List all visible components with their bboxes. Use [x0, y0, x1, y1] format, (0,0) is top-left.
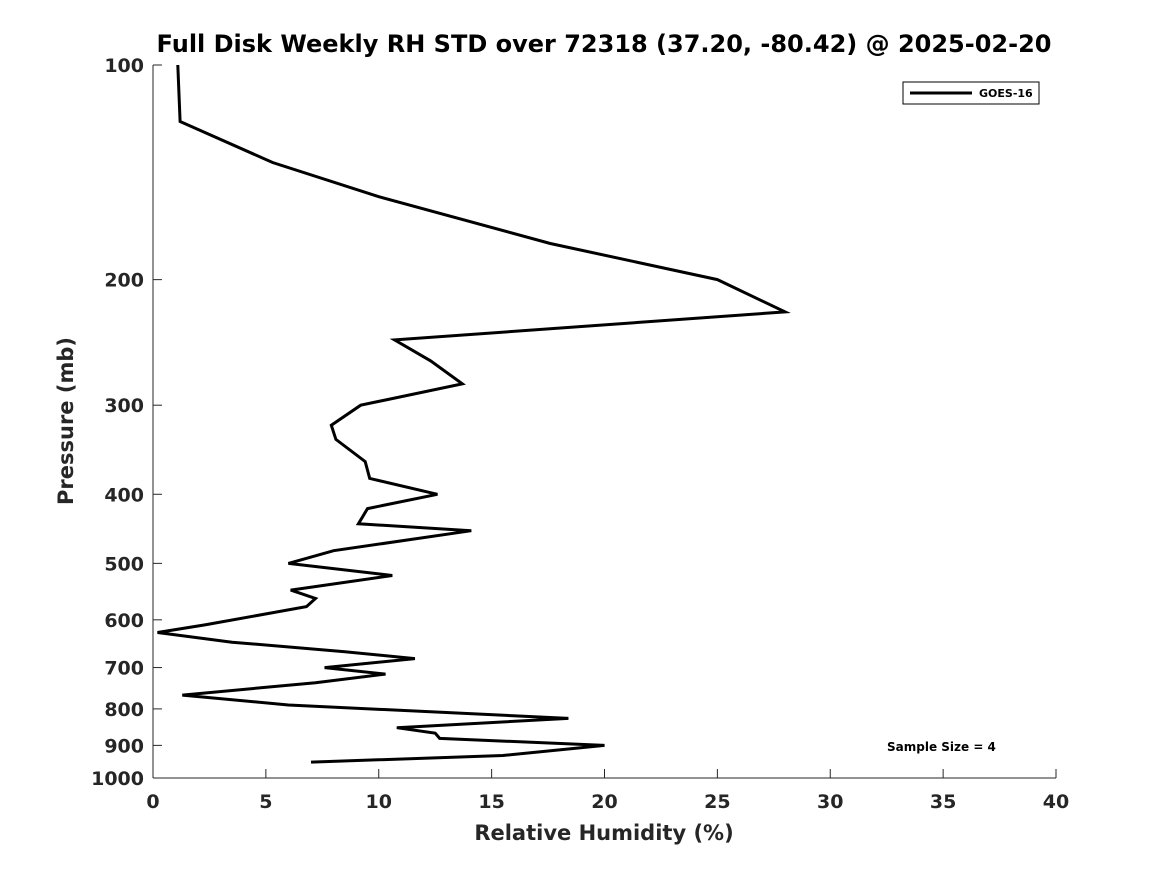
legend: GOES-16	[902, 81, 1040, 105]
x-tick-label: 25	[704, 791, 730, 813]
chart-title: Full Disk Weekly RH STD over 72318 (37.2…	[157, 30, 1052, 58]
y-tick-label: 600	[104, 610, 144, 632]
y-tick-label: 200	[104, 270, 144, 292]
x-tick-label: 5	[259, 791, 272, 813]
x-tick-label: 10	[366, 791, 392, 813]
y-tick-label: 100	[104, 55, 144, 77]
x-tick-label: 30	[817, 791, 843, 813]
series-layer	[157, 64, 791, 764]
y-tick-label: 800	[104, 699, 144, 721]
axes	[152, 65, 1056, 779]
y-tick-label: 500	[104, 553, 144, 575]
y-tick-label: 900	[104, 735, 144, 757]
y-tick-label: 400	[104, 484, 144, 506]
x-tick-label: 0	[146, 791, 159, 813]
y-tick-label: 700	[104, 658, 144, 680]
y-axis-label: Pressure (mb)	[54, 337, 78, 505]
y-axis-ticks: 100 200 300 400 500 600 700 800 900 1000	[91, 55, 162, 790]
series-line-goes-16	[157, 64, 791, 764]
x-tick-label: 35	[930, 791, 956, 813]
x-tick-label: 20	[591, 791, 617, 813]
legend-label-goes-16: GOES-16	[979, 87, 1033, 100]
x-tick-label: 15	[478, 791, 504, 813]
x-axis-ticks: 0 5 10 15 20 25 30 35 40	[146, 769, 1069, 813]
sample-size-annotation: Sample Size = 4	[887, 740, 996, 754]
y-tick-label: 300	[104, 395, 144, 417]
x-axis-label: Relative Humidity (%)	[474, 821, 733, 845]
x-tick-label: 40	[1043, 791, 1069, 813]
y-tick-label: 1000	[91, 768, 144, 790]
